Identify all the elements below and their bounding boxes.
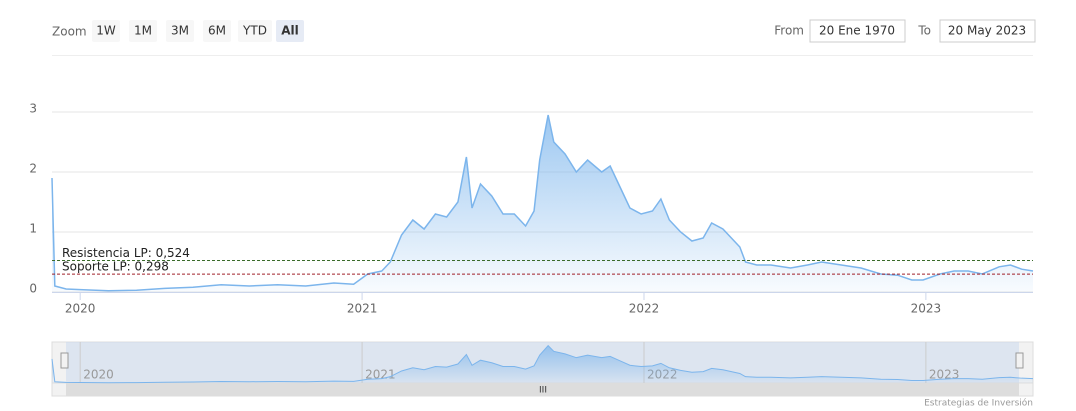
zoom-button-bg[interactable] bbox=[238, 20, 272, 42]
zoom-button-bg[interactable] bbox=[276, 20, 304, 42]
from-value[interactable]: 20 Ene 1970 bbox=[819, 24, 895, 38]
zoom-label: Zoom bbox=[52, 25, 87, 39]
y-tick-label: 2 bbox=[29, 162, 37, 176]
navigator-tick-label: 2023 bbox=[929, 368, 960, 382]
y-tick-label: 0 bbox=[29, 282, 37, 296]
y-tick-label: 3 bbox=[29, 102, 37, 116]
navigator-handle[interactable] bbox=[60, 352, 69, 369]
zoom-button[interactable]: 3M bbox=[166, 20, 194, 42]
zoom-button[interactable]: YTD bbox=[238, 20, 272, 42]
x-tick-label: 2020 bbox=[65, 302, 96, 316]
to-value[interactable]: 20 May 2023 bbox=[948, 24, 1026, 38]
zoom-button-bg[interactable] bbox=[166, 20, 194, 42]
x-tick-label: 2021 bbox=[347, 302, 378, 316]
to-input[interactable] bbox=[939, 19, 1036, 43]
y-tick-label: 1 bbox=[29, 222, 37, 236]
navigator-handle[interactable] bbox=[1015, 352, 1024, 369]
zoom-button-label[interactable]: 3M bbox=[171, 24, 189, 38]
to-label: To bbox=[917, 24, 931, 38]
zoom-button-bg[interactable] bbox=[203, 20, 231, 42]
navigator-tick-label: 2020 bbox=[83, 368, 114, 382]
zoom-button[interactable]: 6M bbox=[203, 20, 231, 42]
zoom-button[interactable]: All bbox=[276, 20, 304, 42]
scrollbar-thumb[interactable] bbox=[66, 383, 1019, 396]
zoom-button-label[interactable]: 6M bbox=[208, 24, 226, 38]
zoom-button[interactable]: 1M bbox=[129, 20, 157, 42]
level-label: Resistencia LP: 0,524 bbox=[62, 246, 190, 260]
navigator-area bbox=[52, 345, 1033, 383]
line bbox=[51, 114, 1034, 292]
credit: Estrategias de Inversión bbox=[924, 398, 1033, 409]
from-label: From bbox=[774, 24, 804, 38]
zoom-button[interactable]: 1W bbox=[92, 20, 120, 42]
x-tick-label: 2023 bbox=[911, 302, 942, 316]
zoom-button-label[interactable]: 1M bbox=[134, 24, 152, 38]
from-input[interactable] bbox=[809, 19, 906, 43]
x-tick-label: 2022 bbox=[629, 302, 660, 316]
scrollbar-grip: III bbox=[539, 386, 547, 396]
zoom-button-label[interactable]: 1W bbox=[96, 24, 116, 38]
zoom-button-bg[interactable] bbox=[92, 20, 120, 42]
navigator-line bbox=[51, 344, 1034, 384]
area bbox=[52, 115, 1033, 292]
zoom-button-label[interactable]: All bbox=[281, 24, 299, 38]
zoom-button-label[interactable]: YTD bbox=[242, 24, 267, 38]
level-label: Soporte LP: 0,298 bbox=[62, 260, 169, 274]
zoom-button-bg[interactable] bbox=[129, 20, 157, 42]
